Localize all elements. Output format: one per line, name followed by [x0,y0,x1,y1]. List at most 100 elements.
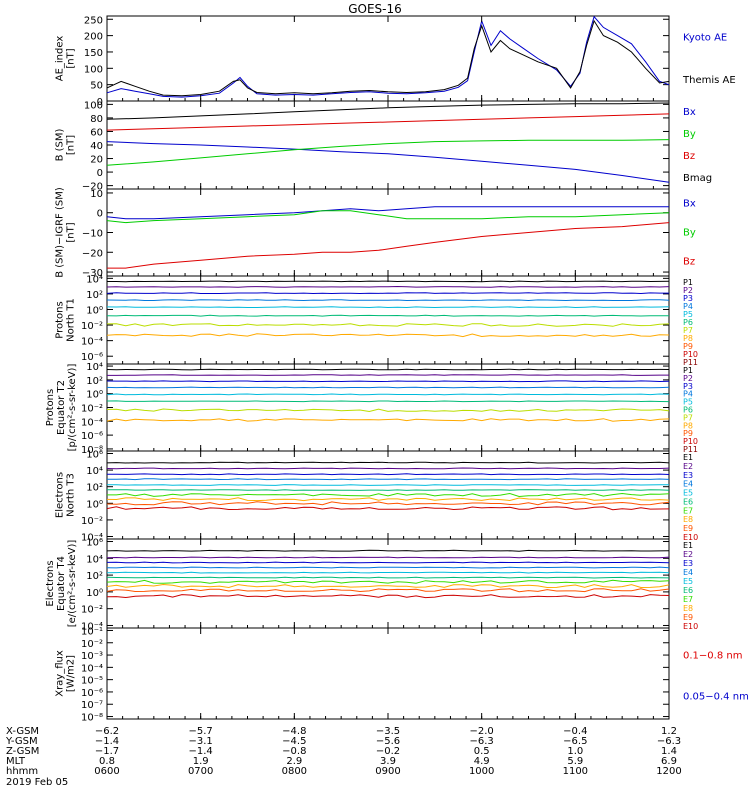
series-line-ae-kyoto-ae [106,15,670,98]
legend-label-pe: P10 [683,437,698,446]
series-line-en-e7 [107,492,670,498]
y-tick-label-pn: 10⁴ [86,274,103,285]
legend-label-bsm: Bz [683,151,695,162]
legend-label-xray: 0.1−0.8 nm [683,650,742,661]
series-line-pn-p4 [106,299,670,302]
legend-label-pn: P5 [683,310,693,319]
legend-label-en: E4 [683,480,693,489]
y-tick-label-pe: 10⁻⁶ [81,431,103,442]
y-tick-label-en: 10⁻² [81,516,103,527]
panel-frame-bigrf [106,188,670,277]
legend-label-ee: E1 [683,541,693,550]
legend-label-pn: P9 [683,342,693,351]
time-axis-value: 0600 [94,766,119,777]
legend-label-ee: E9 [683,613,693,622]
y-tick-label-pe: 10⁻⁴ [81,417,103,428]
series-line-bsm-bx [106,141,670,183]
y-tick-label-en: 10⁻⁴ [81,533,103,544]
y-tick-label-pe: 10⁻⁸ [81,445,103,456]
y-axis-label-bigrf: B (SM)−IGRF (SM) [55,187,66,278]
series-line-pn-p3 [106,292,669,295]
series-line-en-e1 [106,461,670,464]
y-tick-label-ee: 10⁻⁴ [81,621,103,632]
legend-label-en: E9 [683,524,693,533]
y-tick-label-ae: 50 [90,81,103,92]
time-axis-value: −4.5 [282,736,306,747]
legend-label-en: E2 [683,462,693,471]
series-line-ee-e7 [106,579,670,584]
y-tick-label-ae: 200 [84,32,103,43]
y-tick-label-en: 10⁰ [86,499,103,510]
time-axis-value: −5.6 [376,736,400,747]
legend-label-ee: E7 [683,595,693,604]
legend-label-ee: E4 [683,568,693,577]
time-axis-date: 2019 Feb 05 [6,777,68,788]
series-line-en-e8 [106,497,670,502]
y-axis-label-pe: Protons [45,389,56,426]
y-tick-label-bsm: 60 [90,127,103,138]
y-tick-label-ee: 10⁶ [86,538,103,549]
y-tick-label-pn: 10² [86,290,103,301]
legend-label-pn: P7 [683,326,693,335]
series-line-ee-e4 [106,566,670,569]
y-tick-label-bigrf: −30 [82,268,103,279]
y-tick-label-pn: 10⁰ [86,305,103,316]
y-axis-label-ee: [e/(cm²-s-sr-keV)] [67,540,78,628]
legend-label-pn: P6 [683,318,693,327]
time-axis-value: −2.0 [470,726,494,737]
series-line-en-e5 [107,484,669,486]
time-axis-value: 6.9 [661,756,677,767]
series-line-pn-p5 [106,306,670,309]
series-line-en-e6 [106,489,670,491]
y-tick-label-pn: 10⁻² [81,321,103,332]
y-tick-label-xray: 10⁻⁴ [81,663,103,674]
y-tick-label-ae: 100 [84,64,103,75]
time-axis-row-label: X-GSM [6,726,39,737]
time-axis-value: −1.4 [189,746,213,757]
y-tick-label-bsm: 20 [90,155,103,166]
legend-label-ee: E10 [683,622,698,631]
time-axis-value: −3.1 [189,736,213,747]
legend-label-pn: P11 [683,358,698,367]
time-axis-row-label: Z-GSM [6,746,39,757]
legend-label-ee: E3 [683,559,693,568]
series-line-ee-e3 [106,561,670,564]
y-tick-label-pe: 10⁰ [86,390,103,401]
legend-label-pe: P4 [683,390,693,399]
legend-label-en: E10 [683,533,698,542]
series-line-bigrf-by [106,210,670,224]
legend-label-ee: E8 [683,604,693,613]
series-line-en-e10 [106,506,670,511]
time-axis-value: −6.3 [470,736,494,747]
series-line-bigrf-bz [107,222,670,269]
legend-label-pn: P10 [683,350,698,359]
y-axis-label-pe: Equator T2 [56,380,67,435]
y-tick-label-bsm: 0 [97,168,103,179]
series-line-ee-e9 [106,588,670,593]
time-axis-value: −0.2 [376,746,400,757]
y-tick-label-bigrf: 0 [97,209,103,220]
legend-label-en: E7 [683,506,693,515]
series-line-en-e2 [106,467,670,470]
time-axis-value: 1.4 [661,746,677,757]
legend-label-pe: P11 [683,445,698,454]
time-axis-value: 0700 [188,766,213,777]
y-tick-label-ee: 10⁴ [86,554,103,565]
legend-label-pn: P4 [683,302,693,311]
y-tick-label-xray: 10⁻⁸ [81,713,103,724]
y-axis-label-pe: [p/(cm²-s-sr-keV)] [67,364,78,452]
time-axis-value: 5.9 [567,756,583,767]
y-tick-label-pe: 10⁻² [81,404,103,415]
y-tick-label-ee: 10⁻² [81,605,103,616]
y-tick-label-bsm: 100 [84,100,103,111]
time-axis-value: −1.4 [95,736,119,747]
y-tick-label-en: 10² [86,483,103,494]
time-axis-value: 1000 [469,766,494,777]
legend-label-pe: P3 [683,382,693,391]
y-tick-label-xray: 10⁻³ [81,651,103,662]
y-tick-label-bigrf: −10 [82,229,103,240]
chart-title: GOES-16 [348,2,402,16]
series-line-pe-p5 [106,393,670,396]
legend-label-ae: Themis AE [682,75,736,86]
series-line-ee-e2 [106,556,670,559]
